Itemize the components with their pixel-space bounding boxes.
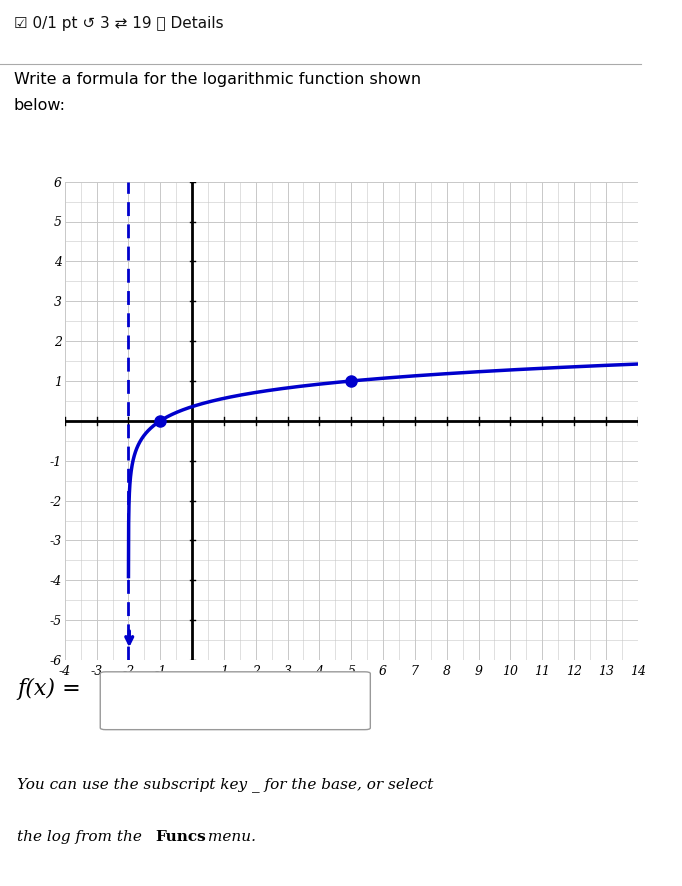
Text: ☑ 0/1 pt ↺ 3 ⇄ 19 ⓘ Details: ☑ 0/1 pt ↺ 3 ⇄ 19 ⓘ Details [14, 16, 223, 31]
FancyBboxPatch shape [100, 672, 370, 730]
Text: below:: below: [14, 97, 65, 113]
Text: Funcs: Funcs [155, 829, 206, 843]
Text: f(x) =: f(x) = [17, 678, 80, 700]
Text: You can use the subscript key _ for the base, or select: You can use the subscript key _ for the … [17, 778, 434, 792]
Text: Write a formula for the logarithmic function shown: Write a formula for the logarithmic func… [14, 73, 421, 88]
Text: the log from the: the log from the [17, 829, 147, 843]
Text: menu.: menu. [203, 829, 256, 843]
